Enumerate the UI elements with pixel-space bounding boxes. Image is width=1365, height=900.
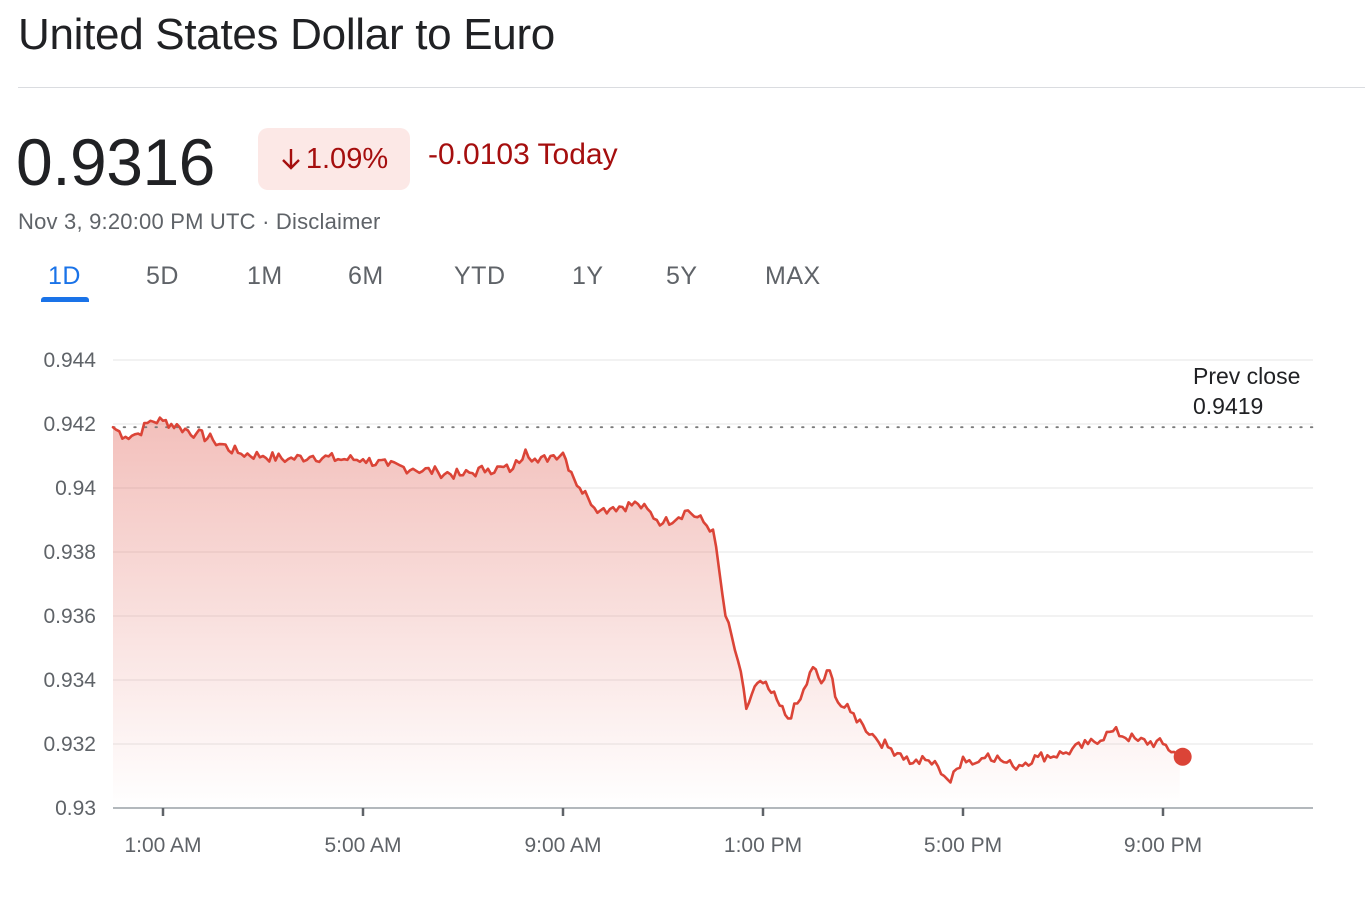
- prev-close-label: Prev close: [1193, 363, 1300, 389]
- disclaimer-link[interactable]: Disclaimer: [275, 209, 381, 234]
- current-price: 0.9316: [16, 125, 215, 199]
- header-divider: [18, 87, 1365, 88]
- tab-1d[interactable]: 1D: [48, 262, 81, 290]
- percent-change-badge: 1.09%: [258, 128, 410, 190]
- last-price-marker: [1173, 747, 1192, 766]
- prev-close-reference: Prev close 0.9419: [112, 363, 1314, 429]
- timestamp-separator: ·: [262, 209, 270, 234]
- x-tick-label: 9:00 AM: [524, 834, 601, 857]
- y-tick-label: 0.932: [43, 733, 96, 756]
- percent-change-value: 1.09%: [305, 142, 389, 175]
- y-tick-label: 0.93: [55, 797, 96, 820]
- tab-5d[interactable]: 5D: [146, 262, 179, 290]
- y-tick-label: 0.936: [43, 605, 96, 628]
- tab-ytd[interactable]: YTD: [454, 262, 506, 290]
- active-tab-indicator: [41, 297, 89, 302]
- x-tick-label: 1:00 AM: [124, 834, 201, 857]
- y-axis-ticks: 0.944 0.942 0.94 0.938 0.936 0.934 0.932 0.93: [43, 349, 96, 820]
- y-tick-label: 0.944: [43, 349, 96, 372]
- tab-1y[interactable]: 1Y: [572, 262, 604, 290]
- x-tick-label: 1:00 PM: [724, 834, 802, 857]
- tab-1m[interactable]: 1M: [247, 262, 283, 290]
- x-axis: 1:00 AM 5:00 AM 9:00 AM 1:00 PM 5:00 PM 9:00 …: [113, 807, 1313, 857]
- quote-timestamp-line: Nov 3, 9:20:00 PM UTC · Disclaimer: [18, 209, 381, 235]
- y-tick-label: 0.94: [55, 477, 96, 500]
- price-area-fill: [113, 417, 1180, 808]
- prev-close-value: 0.9419: [1193, 393, 1263, 419]
- page-title: United States Dollar to Euro: [18, 10, 555, 59]
- y-tick-label: 0.938: [43, 541, 96, 564]
- x-tick-label: 9:00 PM: [1124, 834, 1202, 857]
- price-area: [113, 417, 1180, 808]
- price-series-line: [111, 416, 1181, 784]
- tab-6m[interactable]: 6M: [348, 262, 384, 290]
- tab-max[interactable]: MAX: [765, 262, 821, 290]
- quote-timestamp: Nov 3, 9:20:00 PM UTC: [18, 209, 256, 234]
- x-tick-label: 5:00 PM: [924, 834, 1002, 857]
- y-tick-label: 0.934: [43, 669, 96, 692]
- arrow-down-icon: [282, 149, 300, 170]
- y-tick-label: 0.942: [43, 413, 96, 436]
- absolute-change-today: -0.0103 Today: [428, 138, 618, 171]
- price-line: [111, 416, 1192, 784]
- tab-5y[interactable]: 5Y: [666, 262, 698, 290]
- exchange-rate-chart[interactable]: 0.944 0.942 0.94 0.938 0.936 0.934 0.932 0.93 P…: [0, 330, 1365, 870]
- x-tick-label: 5:00 AM: [324, 834, 401, 857]
